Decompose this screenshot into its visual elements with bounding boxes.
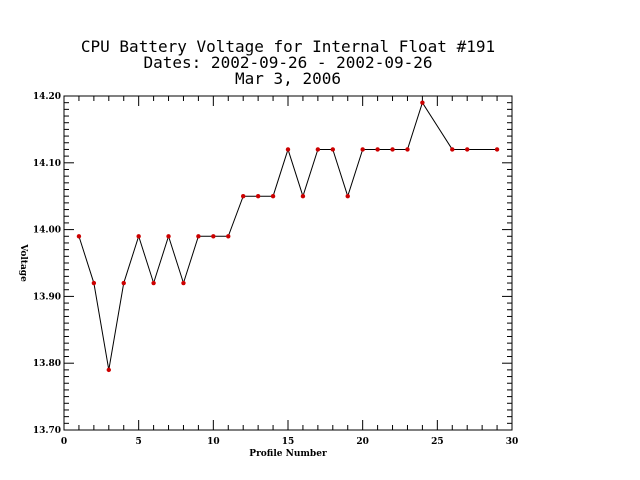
data-point	[315, 147, 321, 152]
data-point	[450, 147, 455, 152]
chart-title-line-3: Mar 3, 2006	[235, 69, 341, 88]
chart-title-line-2: Dates: 2002-09-26 - 2002-09-26	[144, 53, 433, 72]
data-point	[121, 280, 126, 286]
data-point	[181, 280, 186, 286]
data-point	[255, 194, 261, 199]
data-point	[330, 147, 335, 152]
data-point	[106, 367, 112, 373]
y-tick-label: 14.20	[33, 92, 61, 102]
data-point	[494, 147, 500, 152]
data-point	[91, 280, 97, 286]
data-series	[76, 100, 500, 373]
data-point	[300, 194, 306, 199]
x-axis-label: Profile Number	[249, 449, 327, 459]
data-point	[390, 147, 395, 152]
x-tick-label: 0	[61, 437, 67, 447]
x-tick-label: 10	[207, 437, 220, 447]
data-point	[196, 234, 201, 239]
data-point	[285, 147, 291, 152]
y-axis-label: Voltage	[18, 243, 28, 282]
data-point	[211, 234, 216, 239]
x-tick-label: 30	[506, 437, 519, 447]
x-tick-label: 5	[136, 437, 142, 447]
data-point	[405, 147, 410, 152]
data-point	[241, 194, 246, 199]
data-point	[345, 194, 350, 199]
data-point	[420, 100, 425, 105]
y-tick-label: 13.90	[33, 292, 61, 302]
y-tick-label: 14.10	[33, 159, 61, 169]
plot-frame	[63, 95, 513, 431]
y-tick-label: 14.00	[33, 226, 61, 236]
x-tick-label: 20	[356, 437, 369, 447]
data-point	[360, 147, 365, 152]
y-tick-label: 13.70	[33, 426, 61, 436]
data-point	[270, 194, 276, 199]
data-point	[375, 147, 380, 152]
data-point	[226, 234, 231, 239]
data-point	[166, 234, 171, 239]
data-point	[76, 234, 82, 239]
data-point	[136, 234, 141, 239]
voltage-line	[78, 101, 498, 370]
y-tick-label: 13.80	[33, 359, 61, 369]
x-tick-label: 25	[431, 437, 444, 447]
axis-ticks	[63, 95, 513, 431]
x-tick-label: 15	[282, 437, 295, 447]
chart-title-line-1: CPU Battery Voltage for Internal Float #…	[81, 37, 495, 56]
axis-tick-labels: 0 5 10 15 20 25 30 13.70 13.80 13.90 14.00 14.10 14.…	[33, 92, 518, 447]
data-point	[465, 147, 470, 152]
data-point	[151, 280, 156, 286]
